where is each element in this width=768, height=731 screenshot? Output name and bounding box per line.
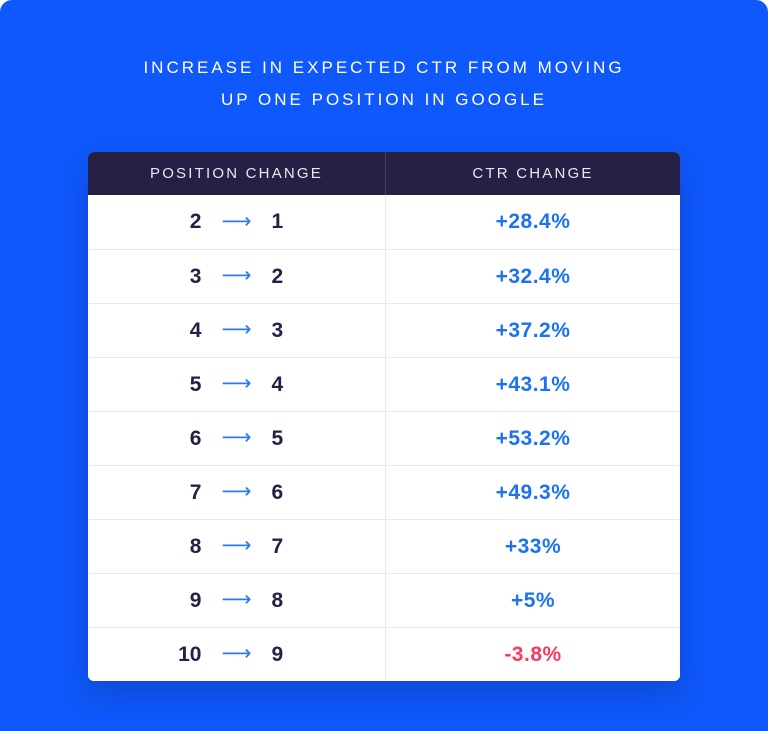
position-to-number: 7	[271, 534, 284, 558]
ctr-change-cell: +28.4%	[385, 195, 680, 249]
column-header-ctr-change: CTR CHANGE	[385, 152, 680, 195]
position-change-cell: 2 ⟶ 1	[88, 195, 385, 249]
position-change-cell: 6 ⟶ 5	[88, 412, 385, 465]
table-row: 6 ⟶ 5 +53.2%	[88, 411, 680, 465]
position-from-number: 9	[189, 588, 202, 612]
table-row: 4 ⟶ 3 +37.2%	[88, 303, 680, 357]
ctr-change-cell: +49.3%	[385, 466, 680, 519]
table-row: 7 ⟶ 6 +49.3%	[88, 465, 680, 519]
ctr-change-value: +53.2%	[495, 426, 571, 450]
position-from-number: 3	[189, 264, 202, 288]
table-row: 2 ⟶ 1 +28.4%	[88, 195, 680, 249]
right-arrow-icon: ⟶	[221, 479, 252, 503]
ctr-change-value: +5%	[510, 588, 556, 612]
right-arrow-icon: ⟶	[221, 425, 252, 449]
title-line-2: UP ONE POSITION IN GOOGLE	[221, 90, 547, 109]
table-body: 2 ⟶ 1 +28.4% 3 ⟶ 2 +32.4% 4 ⟶ 3 +37.2% 5 ⟶ 4 +43.1% 6 ⟶ 5 +…	[88, 195, 680, 681]
position-to-number: 6	[271, 480, 284, 504]
table-row: 5 ⟶ 4 +43.1%	[88, 357, 680, 411]
ctr-change-value: +43.1%	[495, 372, 571, 396]
position-from-number: 4	[189, 318, 202, 342]
ctr-change-cell: +5%	[385, 574, 680, 627]
ctr-change-cell: +37.2%	[385, 304, 680, 357]
position-to-number: 3	[271, 318, 284, 342]
ctr-change-cell: -3.8%	[385, 628, 680, 681]
ctr-change-value: +37.2%	[495, 318, 571, 342]
position-change-cell: 4 ⟶ 3	[88, 304, 385, 357]
ctr-change-cell: +43.1%	[385, 358, 680, 411]
position-from-number: 10	[178, 642, 202, 666]
table-row: 3 ⟶ 2 +32.4%	[88, 249, 680, 303]
right-arrow-icon: ⟶	[221, 641, 252, 665]
position-to-number: 4	[271, 372, 284, 396]
right-arrow-icon: ⟶	[221, 317, 252, 341]
table-row: 10 ⟶ 9 -3.8%	[88, 627, 680, 681]
right-arrow-icon: ⟶	[221, 208, 252, 233]
table-row: 9 ⟶ 8 +5%	[88, 573, 680, 627]
page-title: INCREASE IN EXPECTED CTR FROM MOVING UP …	[0, 0, 768, 116]
ctr-table: POSITION CHANGE CTR CHANGE 2 ⟶ 1 +28.4% 3 ⟶ 2 +…	[88, 152, 680, 681]
table-header-row: POSITION CHANGE CTR CHANGE	[88, 152, 680, 195]
position-change-cell: 10 ⟶ 9	[88, 628, 385, 681]
position-change-cell: 5 ⟶ 4	[88, 358, 385, 411]
right-arrow-icon: ⟶	[221, 371, 252, 395]
table-row: 8 ⟶ 7 +33%	[88, 519, 680, 573]
position-from-number: 5	[189, 372, 202, 396]
ctr-change-cell: +32.4%	[385, 250, 680, 303]
right-arrow-icon: ⟶	[221, 263, 252, 287]
position-to-number: 9	[271, 642, 284, 666]
column-header-position-change: POSITION CHANGE	[149, 165, 324, 182]
ctr-change-cell: +33%	[385, 520, 680, 573]
position-to-number: 2	[271, 264, 284, 288]
right-arrow-icon: ⟶	[221, 587, 252, 611]
title-line-1: INCREASE IN EXPECTED CTR FROM MOVING	[143, 58, 625, 77]
position-change-cell: 8 ⟶ 7	[88, 520, 385, 573]
ctr-change-value: +28.4%	[495, 210, 571, 233]
ctr-change-value: +32.4%	[495, 264, 571, 288]
position-to-number: 5	[271, 426, 284, 450]
right-arrow-icon: ⟶	[221, 533, 252, 557]
position-from-number: 2	[189, 210, 202, 233]
position-from-number: 6	[189, 426, 202, 450]
ctr-change-cell: +53.2%	[385, 412, 680, 465]
ctr-change-value: +33%	[504, 534, 562, 558]
position-from-number: 7	[189, 480, 202, 504]
position-change-cell: 3 ⟶ 2	[88, 250, 385, 303]
ctr-change-value: +49.3%	[495, 480, 571, 504]
position-to-number: 1	[271, 210, 284, 233]
position-to-number: 8	[271, 588, 284, 612]
ctr-change-value: -3.8%	[504, 642, 562, 666]
position-from-number: 8	[189, 534, 202, 558]
position-change-cell: 9 ⟶ 8	[88, 574, 385, 627]
position-change-cell: 7 ⟶ 6	[88, 466, 385, 519]
